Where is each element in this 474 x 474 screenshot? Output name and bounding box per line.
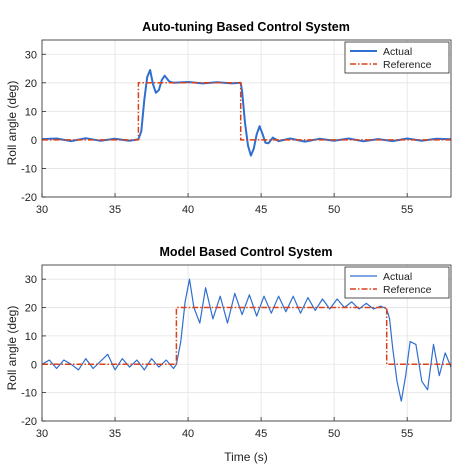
x-tick-label: 35 [109, 204, 121, 216]
plot-frame [41, 39, 452, 198]
y-tick-label: 30 [25, 49, 37, 61]
legend-box [344, 41, 450, 74]
x-tick-label: 40 [182, 428, 194, 440]
series-group [42, 278, 451, 402]
y-tick-label: 0 [31, 359, 37, 371]
legend: Actual Reference [344, 41, 450, 74]
chart-title: Auto-tuning Based Control System [142, 20, 350, 34]
y-tick-label: 0 [31, 135, 37, 147]
plot-frame [41, 264, 452, 422]
x-axis-label: Time (s) [224, 450, 268, 464]
series-line-reference [42, 82, 451, 141]
x-tick-label: 40 [182, 204, 194, 216]
y-tick-label: 10 [25, 106, 37, 118]
x-tick-label: 45 [255, 204, 267, 216]
series-line-actual [42, 278, 451, 402]
legend-entry-actual: Actual [383, 271, 412, 283]
y-tick-label: -10 [21, 163, 37, 175]
series-group [42, 69, 451, 157]
series-line-reference [42, 306, 451, 366]
x-tick-label: 35 [109, 428, 121, 440]
legend-entry-reference: Reference [383, 284, 432, 296]
y-tick-label: -10 [21, 388, 37, 400]
x-tick-label: 45 [255, 428, 267, 440]
x-tick-label: 30 [36, 428, 48, 440]
series-line-actual [42, 69, 451, 157]
tick-labels: 30 35 40 45 50 55 -20 -10 0 10 20 30 [21, 274, 413, 440]
legend: Actual Reference [344, 266, 450, 299]
y-tick-label: -20 [21, 192, 37, 204]
x-tick-label: 30 [36, 204, 48, 216]
x-tick-label: 55 [401, 204, 413, 216]
y-tick-label: -20 [21, 416, 37, 428]
y-tick-label: 20 [25, 78, 37, 90]
x-tick-label: 55 [401, 428, 413, 440]
y-axis-label: Roll angle (deg) [5, 81, 19, 166]
y-tick-label: 10 [25, 331, 37, 343]
chart-title: Model Based Control System [160, 245, 333, 259]
chart-model-based: Model Based Control System Roll angle (d… [5, 245, 452, 464]
tick-labels: 30 35 40 45 50 55 -20 -10 0 10 20 30 [21, 49, 413, 216]
y-tick-label: 20 [25, 303, 37, 315]
legend-entry-actual: Actual [383, 46, 412, 58]
y-tick-label: 30 [25, 274, 37, 286]
x-tick-label: 50 [328, 204, 340, 216]
legend-entry-reference: Reference [383, 59, 432, 71]
y-axis-label: Roll angle (deg) [5, 306, 19, 391]
x-tick-label: 50 [328, 428, 340, 440]
chart-auto-tuning: Auto-tuning Based Control System Roll an… [5, 20, 452, 216]
legend-box [344, 266, 450, 299]
